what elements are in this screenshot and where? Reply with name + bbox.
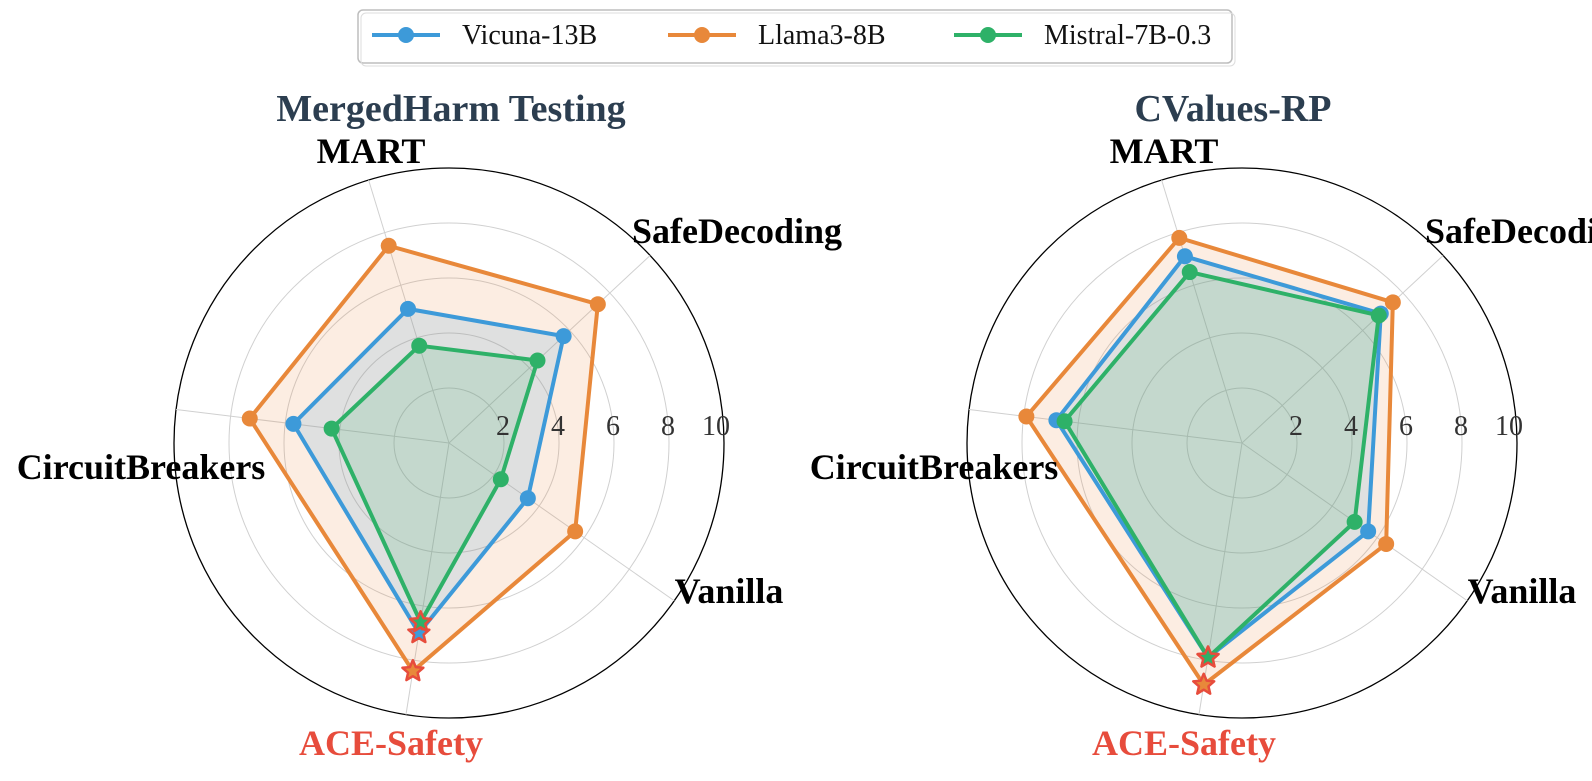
radar-axis-labels: MART SafeDecoding Vanilla ACE-Safety Circuit… — [810, 131, 1592, 763]
radar-spoke — [175, 408, 450, 444]
radar-area-vicuna-13b — [1056, 256, 1381, 658]
radar-axis-label: ACE-Safety — [1092, 723, 1276, 763]
radar-point-star — [408, 610, 433, 633]
radar-area-vicuna-13b — [293, 308, 564, 634]
radar-tick-labels: 2 4 6 8 10 — [1289, 411, 1523, 442]
legend-swatch-marker — [980, 27, 996, 43]
radar-axis-label: SafeDecoding — [1425, 211, 1592, 251]
radar-line-mistral-7b-0-3 — [1062, 270, 1381, 660]
radar-spoke — [448, 255, 651, 444]
legend-label: Mistral-7B-0.3 — [1044, 20, 1211, 51]
legend-item-mistral: Mistral-7B-0.3 — [954, 20, 1211, 51]
radar-point — [1181, 264, 1198, 281]
radar-spoke — [968, 408, 1243, 444]
radar-point — [1176, 248, 1193, 265]
radar-point — [1370, 307, 1387, 324]
radar-axis-label: MART — [1110, 131, 1219, 171]
radar-outer-ring — [173, 167, 725, 719]
radar-tick-label: 4 — [1344, 411, 1358, 442]
radar-line-mistral-7b-0-3 — [329, 343, 540, 625]
radar-point — [411, 337, 428, 354]
radar-tick-label: 10 — [702, 411, 730, 442]
radar-spoke — [1161, 179, 1243, 444]
radar-spoke — [1241, 255, 1444, 444]
radar-series-group — [241, 237, 606, 682]
radar-point-star — [401, 658, 425, 682]
radar-point — [241, 410, 258, 427]
legend-swatch-marker — [694, 27, 710, 43]
radar-line-llama3-8b — [247, 243, 600, 674]
radar-point — [399, 300, 416, 317]
radar-axis-label: Vanilla — [675, 571, 784, 611]
radar-tick-label: 10 — [1495, 411, 1523, 442]
radar-point — [380, 237, 397, 254]
radar-point — [1360, 523, 1377, 540]
radar-point-star — [1192, 672, 1216, 695]
radar-point — [529, 352, 546, 369]
radar-grid-ring — [1021, 222, 1463, 664]
radar-grid-ring — [283, 277, 615, 609]
radar-area-mistral-7b-0-3 — [1064, 272, 1379, 658]
radar-point — [1346, 513, 1363, 530]
radar-grid-ring — [1131, 332, 1353, 554]
radar-spoke — [1198, 442, 1243, 715]
radar-spoke — [448, 442, 675, 602]
radar-point — [589, 296, 606, 313]
radar-point — [323, 420, 340, 437]
radar-point — [1171, 229, 1188, 246]
radar-grid-ring — [228, 222, 670, 664]
radar-area-mistral-7b-0-3 — [331, 345, 538, 623]
radar-point — [567, 523, 584, 540]
radar-axis-label: ACE-Safety — [299, 723, 483, 763]
chart-title: MergedHarm Testing — [276, 88, 625, 130]
radar-tick-labels: 2 4 6 8 10 — [496, 411, 730, 442]
legend-item-llama: Llama3-8B — [668, 20, 886, 51]
legend: Vicuna-13B Llama3-8B Mistral-7B-0.3 — [357, 9, 1236, 67]
radar-outer-ring — [966, 167, 1518, 719]
radar-tick-label: 8 — [1454, 411, 1468, 442]
radar-tick-label: 2 — [496, 411, 510, 442]
radar-point — [492, 471, 509, 488]
radar-point-star — [1196, 645, 1220, 668]
radar-tick-label: 6 — [606, 411, 620, 442]
radar-line-vicuna-13b — [1054, 254, 1383, 660]
radar-tick-label: 8 — [661, 411, 675, 442]
chart-title: CValues-RP — [1134, 88, 1331, 130]
radar-point — [1384, 294, 1401, 311]
radar-point — [1378, 535, 1395, 552]
radar-tick-label: 6 — [1399, 411, 1413, 442]
radar-series-group — [1018, 229, 1401, 695]
radar-axis-label: SafeDecoding — [632, 211, 842, 251]
radar-axis-label: CircuitBreakers — [17, 447, 266, 487]
radar-point — [1018, 408, 1035, 425]
radar-area-llama3-8b — [249, 245, 598, 672]
legend-item-vicuna: Vicuna-13B — [372, 20, 597, 51]
legend-label: Vicuna-13B — [462, 20, 597, 51]
radar-chart-cvalues: CValues-RP MART SafeDecoding Vanilla ACE-Sa… — [810, 88, 1592, 763]
legend-swatch-marker — [398, 27, 414, 43]
radar-axis-label: CircuitBreakers — [810, 447, 1059, 487]
radar-tick-label: 4 — [551, 411, 565, 442]
radar-point — [555, 328, 572, 345]
radar-grid-ring — [393, 387, 505, 499]
legend-shadow — [360, 12, 1236, 67]
radar-point — [285, 415, 302, 432]
radar-axis-label: Vanilla — [1468, 571, 1577, 611]
radar-chart-mergedharm: MergedHarm Testing MART SafeDecoding Vanil… — [17, 88, 842, 763]
radar-point — [519, 490, 536, 507]
legend-label: Llama3-8B — [758, 20, 886, 51]
radar-line-vicuna-13b — [291, 306, 566, 636]
radar-grid-ring — [1186, 387, 1298, 499]
radar-tick-label: 2 — [1289, 411, 1303, 442]
radar-point — [1056, 413, 1073, 430]
legend-frame — [357, 9, 1233, 64]
radar-axis-labels: MART SafeDecoding Vanilla ACE-Safety Circuit… — [17, 131, 842, 763]
radar-axis-label: MART — [317, 131, 426, 171]
radar-line-llama3-8b — [1024, 235, 1395, 687]
